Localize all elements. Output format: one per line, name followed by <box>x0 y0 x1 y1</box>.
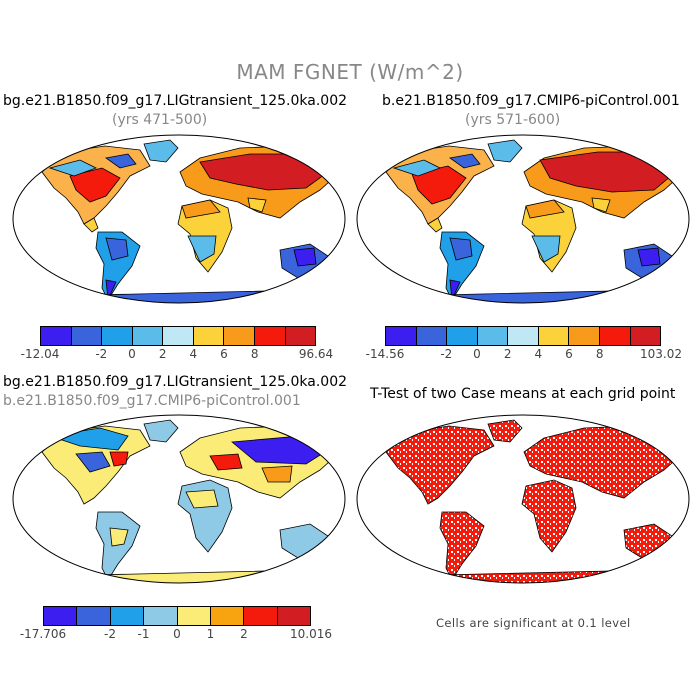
panel-2-subtitle: (yrs 571-600) <box>465 112 561 128</box>
colorbar-label: 8 <box>250 347 259 361</box>
colorbar-swatch <box>447 327 478 345</box>
colorbar-label: 0 <box>173 627 181 641</box>
panel-4-title: T-Test of two Case means at each grid po… <box>370 386 676 402</box>
colorbar-panel-1 <box>40 326 316 346</box>
colorbar-swatch <box>508 327 539 345</box>
colorbar-label: 96.64 <box>298 347 334 361</box>
colorbar-label: -14.56 <box>365 347 405 361</box>
colorbar-label: 6 <box>565 347 573 361</box>
colorbar-swatch <box>44 607 78 625</box>
colorbar-swatch <box>144 607 178 625</box>
colorbar-swatch <box>110 607 145 625</box>
colorbar-swatch <box>224 327 255 345</box>
colorbar-swatch <box>193 327 225 345</box>
colorbar-swatch <box>210 607 245 625</box>
colorbar-label: -17.706 <box>19 627 67 641</box>
panel-3-subtitle: b.e21.B1850.f09_g17.CMIP6-piControl.001 <box>3 393 301 409</box>
colorbar-label: 0 <box>473 347 481 361</box>
colorbar-swatch <box>630 327 661 345</box>
colorbar-swatch <box>163 327 194 345</box>
colorbar-label: 0 <box>128 347 136 361</box>
colorbar-swatch <box>132 327 164 345</box>
colorbar-label: -2 <box>104 627 116 641</box>
colorbar-label: -2 <box>95 347 108 361</box>
colorbar-swatch <box>177 607 211 625</box>
colorbar-swatch <box>102 327 133 345</box>
figure-title: MAM FGNET (W/m^2) <box>236 60 464 84</box>
colorbar-swatch <box>244 607 278 625</box>
colorbar-swatch <box>386 327 417 345</box>
colorbar-label: 2 <box>503 347 512 361</box>
colorbar-panel-3 <box>43 606 311 626</box>
colorbar-label: -2 <box>440 347 453 361</box>
colorbar-swatch <box>569 327 600 345</box>
map-panel-3 <box>12 414 346 584</box>
colorbar-label: 2 <box>158 347 167 361</box>
map-panel-4 <box>356 414 690 584</box>
significance-note: Cells are significant at 0.1 level <box>436 616 631 630</box>
colorbar-swatch <box>477 327 509 345</box>
colorbar-label: 2 <box>240 627 248 641</box>
colorbar-swatch <box>277 607 310 625</box>
colorbar-panel-2 <box>385 326 661 346</box>
map-panel-1 <box>12 134 346 304</box>
colorbar-label: 8 <box>595 347 604 361</box>
colorbar-swatch <box>416 327 448 345</box>
panel-3-title: bg.e21.B1850.f09_g17.LIGtransient_125.0k… <box>3 374 348 390</box>
colorbar-swatch <box>599 327 631 345</box>
panel-1-title: bg.e21.B1850.f09_g17.LIGtransient_125.0k… <box>3 93 348 109</box>
colorbar-swatch <box>77 607 111 625</box>
colorbar-swatch <box>538 327 570 345</box>
colorbar-label: 103.02 <box>640 347 682 361</box>
colorbar-label: 1 <box>206 627 215 641</box>
panel-2-title: b.e21.B1850.f09_g17.CMIP6-piControl.001 <box>382 93 680 109</box>
colorbar-label: 6 <box>220 347 228 361</box>
colorbar-label: 4 <box>189 347 198 361</box>
colorbar-label: -1 <box>137 627 150 641</box>
colorbar-swatch <box>71 327 103 345</box>
map-panel-2 <box>356 134 690 304</box>
colorbar-swatch <box>254 327 286 345</box>
colorbar-label: 4 <box>534 347 543 361</box>
panel-1-subtitle: (yrs 471-500) <box>112 112 208 128</box>
colorbar-swatch <box>285 327 316 345</box>
colorbar-swatch <box>41 327 72 345</box>
colorbar-label: -12.04 <box>20 347 60 361</box>
colorbar-label: 10.016 <box>290 627 332 641</box>
